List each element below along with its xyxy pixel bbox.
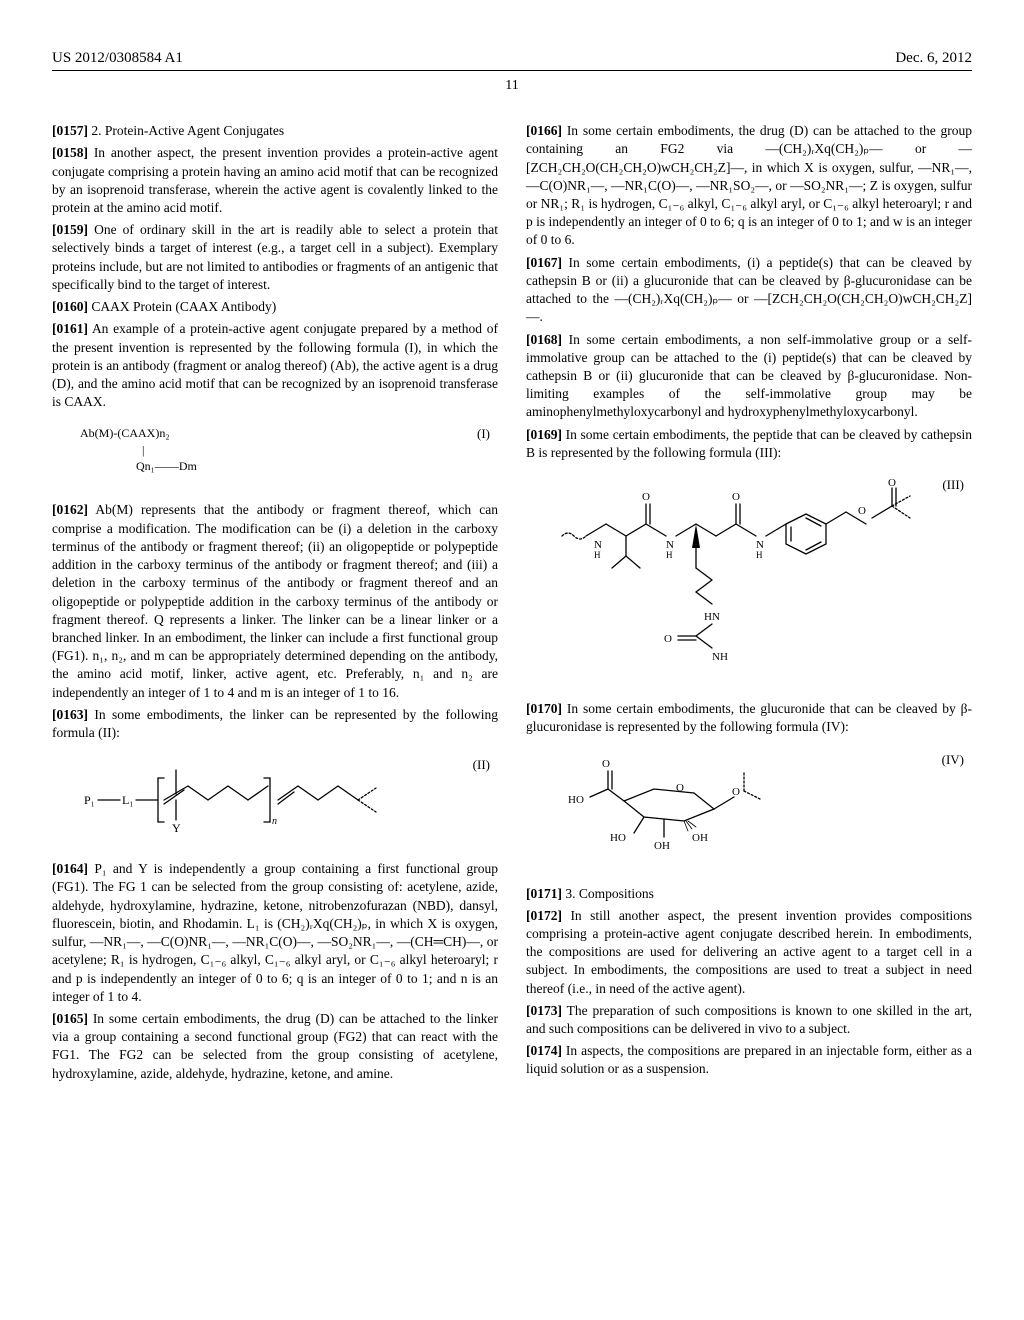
- svg-text:L₁: L₁: [122, 793, 134, 807]
- svg-text:O: O: [664, 633, 672, 645]
- para-text: P₁ and Y is independently a group contai…: [52, 861, 498, 1004]
- patent-number: US 2012/0308584 A1: [52, 48, 183, 68]
- formula-line: Qn₁——Dm: [80, 458, 498, 474]
- para-text: In some certain embodiments, (i) a pepti…: [526, 255, 972, 325]
- svg-text:O: O: [858, 505, 866, 517]
- publication-date: Dec. 6, 2012: [895, 48, 972, 68]
- formula-2: (II) P₁ L₁: [80, 756, 498, 846]
- body-columns: [0157] 2. Protein-Active Agent Conjugate…: [52, 122, 972, 1085]
- formula-label: (III): [942, 476, 964, 494]
- para-num: [0171]: [526, 886, 562, 901]
- para-text: In some certain embodiments, the drug (D…: [52, 1011, 498, 1081]
- svg-text:NH: NH: [712, 651, 728, 663]
- paragraph-0157: [0157] 2. Protein-Active Agent Conjugate…: [52, 122, 498, 140]
- svg-text:H: H: [594, 550, 601, 560]
- para-text: In still another aspect, the present inv…: [526, 908, 972, 996]
- svg-text:O: O: [642, 491, 650, 503]
- para-num: [0161]: [52, 321, 88, 336]
- para-num: [0159]: [52, 222, 88, 237]
- para-num: [0167]: [526, 255, 562, 270]
- para-text: In some certain embodiments, the peptide…: [526, 427, 972, 460]
- paragraph-0158: [0158] In another aspect, the present in…: [52, 144, 498, 217]
- paragraph-0161: [0161] An example of a protein-active ag…: [52, 320, 498, 411]
- paragraph-0164: [0164] P₁ and Y is independently a group…: [52, 860, 498, 1006]
- paragraph-0162: [0162] Ab(M) represents that the antibod…: [52, 501, 498, 701]
- para-num: [0158]: [52, 145, 88, 160]
- paragraph-0171: [0171] 3. Compositions: [526, 885, 972, 903]
- paragraph-0165: [0165] In some certain embodiments, the …: [52, 1010, 498, 1083]
- para-text: In some certain embodiments, the drug (D…: [526, 123, 972, 247]
- svg-text:H: H: [756, 550, 763, 560]
- para-num: [0160]: [52, 299, 88, 314]
- paragraph-0163: [0163] In some embodiments, the linker c…: [52, 706, 498, 742]
- svg-text:HO: HO: [610, 832, 626, 844]
- para-num: [0173]: [526, 1003, 562, 1018]
- paragraph-0168: [0168] In some certain embodiments, a no…: [526, 331, 972, 422]
- paragraph-0170: [0170] In some certain embodiments, the …: [526, 700, 972, 736]
- svg-text:Y: Y: [172, 821, 181, 835]
- formula-4: (IV) O O O HO HO: [554, 751, 972, 871]
- formula-1: (I) Ab(M)-(CAAX)n₂ | Qn₁——Dm: [80, 425, 498, 487]
- formula-3-svg: N H O N H O: [554, 476, 924, 676]
- para-text: In aspects, the compositions are prepare…: [526, 1043, 972, 1076]
- para-num: [0163]: [52, 707, 88, 722]
- svg-text:OH: OH: [692, 832, 708, 844]
- paragraph-0169: [0169] In some certain embodiments, the …: [526, 426, 972, 462]
- formula-line: |: [80, 442, 498, 458]
- svg-text:O: O: [732, 491, 740, 503]
- para-num: [0172]: [526, 908, 562, 923]
- paragraph-0174: [0174] In aspects, the compositions are …: [526, 1042, 972, 1078]
- paragraph-0173: [0173] The preparation of such compositi…: [526, 1002, 972, 1038]
- formula-2-svg: P₁ L₁ n: [80, 756, 410, 836]
- para-text: The preparation of such compositions is …: [526, 1003, 972, 1036]
- formula-3: (III) N H O N H: [554, 476, 972, 686]
- formula-label: (IV): [942, 751, 964, 769]
- para-num: [0157]: [52, 123, 88, 138]
- para-num: [0166]: [526, 123, 562, 138]
- svg-text:P₁: P₁: [84, 793, 95, 807]
- para-text: In some certain embodiments, a non self-…: [526, 332, 972, 420]
- para-text: In another aspect, the present invention…: [52, 145, 498, 215]
- para-text: In some certain embodiments, the glucuro…: [526, 701, 972, 734]
- svg-text:O: O: [602, 758, 610, 770]
- formula-label: (II): [473, 756, 490, 774]
- para-text: CAAX Protein (CAAX Antibody): [91, 299, 276, 314]
- svg-text:H: H: [666, 550, 673, 560]
- para-text: Ab(M) represents that the antibody or fr…: [52, 502, 498, 699]
- paragraph-0159: [0159] One of ordinary skill in the art …: [52, 221, 498, 294]
- para-num: [0164]: [52, 861, 88, 876]
- paragraph-0166: [0166] In some certain embodiments, the …: [526, 122, 972, 250]
- para-num: [0162]: [52, 502, 88, 517]
- formula-4-svg: O O O HO HO: [554, 751, 774, 861]
- paragraph-0172: [0172] In still another aspect, the pres…: [526, 907, 972, 998]
- para-text: An example of a protein-active agent con…: [52, 321, 498, 409]
- document-header: US 2012/0308584 A1 Dec. 6, 2012: [52, 48, 972, 71]
- page-number: 11: [52, 77, 972, 96]
- svg-text:OH: OH: [654, 840, 670, 852]
- para-num: [0169]: [526, 427, 562, 442]
- paragraph-0160: [0160] CAAX Protein (CAAX Antibody): [52, 298, 498, 316]
- formula-line: Ab(M)-(CAAX)n₂: [80, 425, 498, 441]
- paragraph-0167: [0167] In some certain embodiments, (i) …: [526, 254, 972, 327]
- svg-text:n: n: [272, 816, 277, 827]
- para-text: 2. Protein-Active Agent Conjugates: [91, 123, 284, 138]
- para-num: [0170]: [526, 701, 562, 716]
- svg-text:HN: HN: [704, 611, 720, 623]
- para-num: [0174]: [526, 1043, 562, 1058]
- svg-text:O: O: [732, 786, 740, 798]
- para-num: [0168]: [526, 332, 562, 347]
- para-text: 3. Compositions: [565, 886, 654, 901]
- formula-label: (I): [477, 425, 490, 443]
- svg-text:O: O: [888, 477, 896, 489]
- para-text: In some embodiments, the linker can be r…: [52, 707, 498, 740]
- svg-text:O: O: [676, 782, 684, 794]
- para-text: One of ordinary skill in the art is read…: [52, 222, 498, 292]
- svg-text:HO: HO: [568, 794, 584, 806]
- para-num: [0165]: [52, 1011, 88, 1026]
